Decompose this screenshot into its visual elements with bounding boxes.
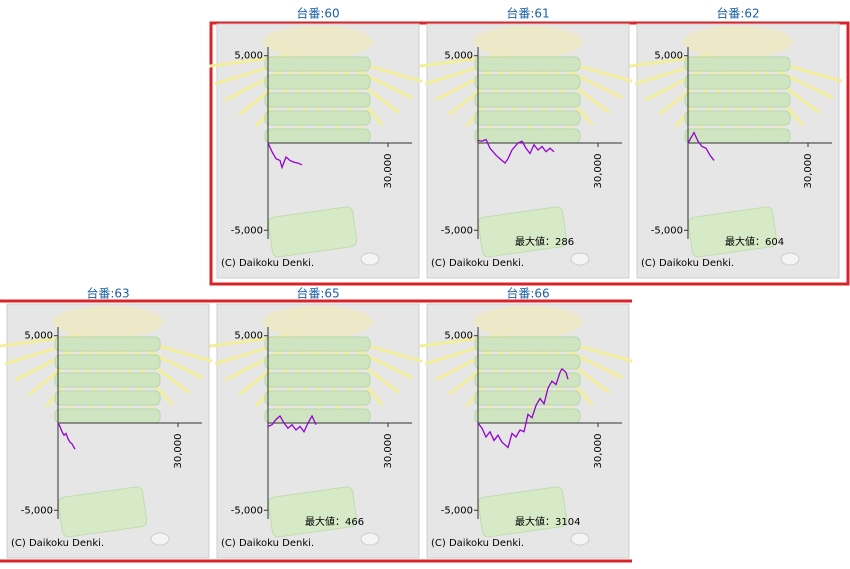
copyright: (C) Daikoku Denki. <box>11 538 104 549</box>
deco <box>570 252 590 266</box>
deco <box>360 532 380 546</box>
x-tick-label: 30,000 <box>803 154 814 189</box>
deco <box>267 486 358 538</box>
deco <box>477 206 568 258</box>
max-label: 最大値：604 <box>725 235 784 248</box>
deco <box>264 128 371 144</box>
copyright: (C) Daikoku Denki. <box>221 258 314 269</box>
chart-title: 台番:61 <box>506 6 549 21</box>
deco <box>264 354 371 370</box>
copyright: (C) Daikoku Denki. <box>431 258 524 269</box>
deco <box>684 128 791 144</box>
x-tick-label: 30,000 <box>593 434 604 469</box>
chart-panel: 台番:62 5,000 -5,000 30,000 最大値：604 (C) Daikoku… <box>629 6 843 279</box>
data-line <box>477 138 555 165</box>
data-line <box>267 142 303 170</box>
x-tick-label: 30,000 <box>383 154 394 189</box>
deco <box>360 252 380 266</box>
deco <box>474 56 581 72</box>
deco <box>474 110 581 126</box>
deco <box>264 56 371 72</box>
max-label: 最大値：466 <box>305 515 364 528</box>
chart-panel: 台番:66 5,000 -5,000 30,000 最大値：3104 (C) Daikok… <box>419 286 633 559</box>
deco <box>54 336 161 352</box>
deco <box>54 390 161 406</box>
y-tick-label: 5,000 <box>234 51 263 62</box>
copyright: (C) Daikoku Denki. <box>641 258 734 269</box>
deco <box>683 26 793 58</box>
deco <box>687 206 778 258</box>
deco <box>780 252 800 266</box>
chart-panel: 台番:60 5,000 -5,000 30,000 (C) Daikoku Denki. <box>209 6 423 279</box>
chart-panel: 台番:65 5,000 -5,000 30,000 最大値：466 (C) Daikoku… <box>209 286 423 559</box>
deco <box>264 408 371 424</box>
x-tick-label: 30,000 <box>593 154 604 189</box>
deco <box>264 92 371 108</box>
deco <box>684 56 791 72</box>
deco <box>54 372 161 388</box>
deco <box>474 74 581 90</box>
deco <box>473 306 583 338</box>
deco <box>474 372 581 388</box>
deco <box>477 486 568 538</box>
y-tick-label: -5,000 <box>231 505 263 516</box>
y-tick-label: -5,000 <box>21 505 53 516</box>
chart-title: 台番:62 <box>716 6 759 21</box>
x-tick-label: 30,000 <box>383 434 394 469</box>
max-label: 最大値：3104 <box>515 515 580 528</box>
chart-title: 台番:65 <box>296 286 339 301</box>
deco <box>570 532 590 546</box>
y-tick-label: 5,000 <box>24 331 53 342</box>
deco <box>263 26 373 58</box>
data-line <box>687 131 715 161</box>
deco <box>264 110 371 126</box>
chart-title: 台番:63 <box>86 286 129 301</box>
deco <box>474 354 581 370</box>
y-tick-label: -5,000 <box>441 505 473 516</box>
chart-panel: 台番:63 5,000 -5,000 30,000 (C) Daikoku Denki. <box>0 286 213 559</box>
deco <box>474 390 581 406</box>
deco <box>150 532 170 546</box>
deco <box>54 408 161 424</box>
chart-title: 台番:60 <box>296 6 339 21</box>
y-tick-label: 5,000 <box>444 331 473 342</box>
y-tick-label: -5,000 <box>231 225 263 236</box>
data-line <box>267 414 317 433</box>
chart-title: 台番:66 <box>506 286 549 301</box>
deco <box>54 354 161 370</box>
y-tick-label: -5,000 <box>441 225 473 236</box>
y-tick-label: 5,000 <box>234 331 263 342</box>
data-line <box>57 422 76 450</box>
deco <box>267 206 358 258</box>
frame-top <box>209 21 850 286</box>
deco <box>474 92 581 108</box>
max-label: 最大値：286 <box>515 235 574 248</box>
chart-panel: 台番:61 5,000 -5,000 30,000 最大値：286 (C) Daikoku… <box>419 6 633 279</box>
deco <box>264 372 371 388</box>
deco <box>684 92 791 108</box>
y-tick-label: 5,000 <box>654 51 683 62</box>
deco <box>263 306 373 338</box>
deco <box>264 336 371 352</box>
copyright: (C) Daikoku Denki. <box>221 538 314 549</box>
y-tick-label: -5,000 <box>651 225 683 236</box>
deco <box>264 390 371 406</box>
deco <box>264 74 371 90</box>
x-tick-label: 30,000 <box>173 434 184 469</box>
deco <box>474 336 581 352</box>
deco <box>57 486 148 538</box>
deco <box>53 306 163 338</box>
deco <box>474 128 581 144</box>
deco <box>684 110 791 126</box>
deco <box>473 26 583 58</box>
deco <box>684 74 791 90</box>
y-tick-label: 5,000 <box>444 51 473 62</box>
copyright: (C) Daikoku Denki. <box>431 538 524 549</box>
data-line <box>477 367 569 449</box>
